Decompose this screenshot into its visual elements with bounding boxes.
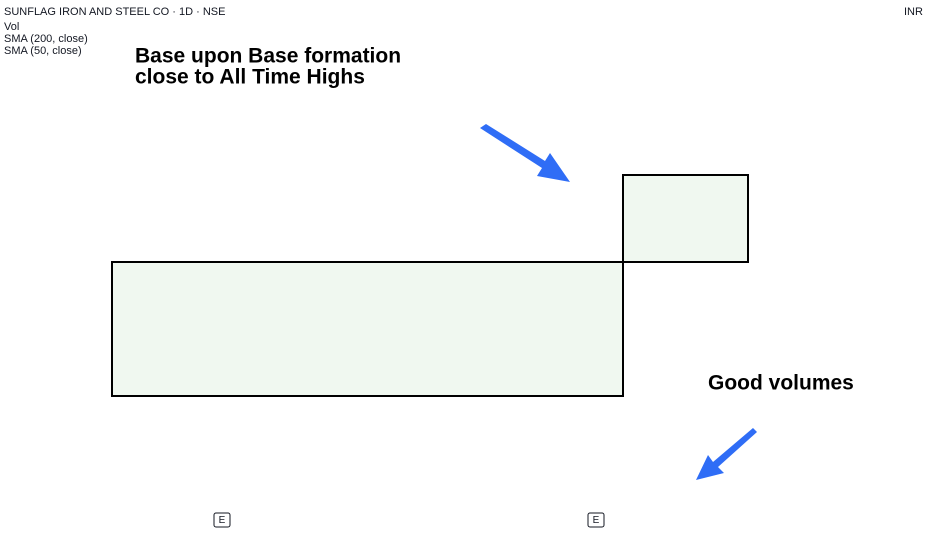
- earnings-marker: E: [213, 512, 231, 528]
- earnings-label: E: [593, 515, 600, 526]
- annotation: close to All Time Highs: [135, 66, 365, 89]
- earnings-marker: E: [587, 512, 605, 528]
- annotation: Base upon Base formation: [135, 45, 401, 68]
- chart-title: SUNFLAG IRON AND STEEL CO · 1D · NSE: [4, 6, 225, 18]
- currency: INR: [904, 6, 923, 18]
- earnings-label: E: [219, 515, 226, 526]
- arrow: [480, 124, 570, 182]
- base-box: [622, 174, 749, 263]
- legend-entry: SMA (200, close): [4, 33, 88, 45]
- annotation: Good volumes: [708, 372, 854, 395]
- earnings-box: [587, 512, 605, 528]
- arrow: [696, 428, 757, 480]
- legend-entry: Vol: [4, 21, 19, 33]
- earnings-box: [213, 512, 231, 528]
- base-box: [111, 261, 624, 397]
- legend-entry: SMA (50, close): [4, 45, 82, 57]
